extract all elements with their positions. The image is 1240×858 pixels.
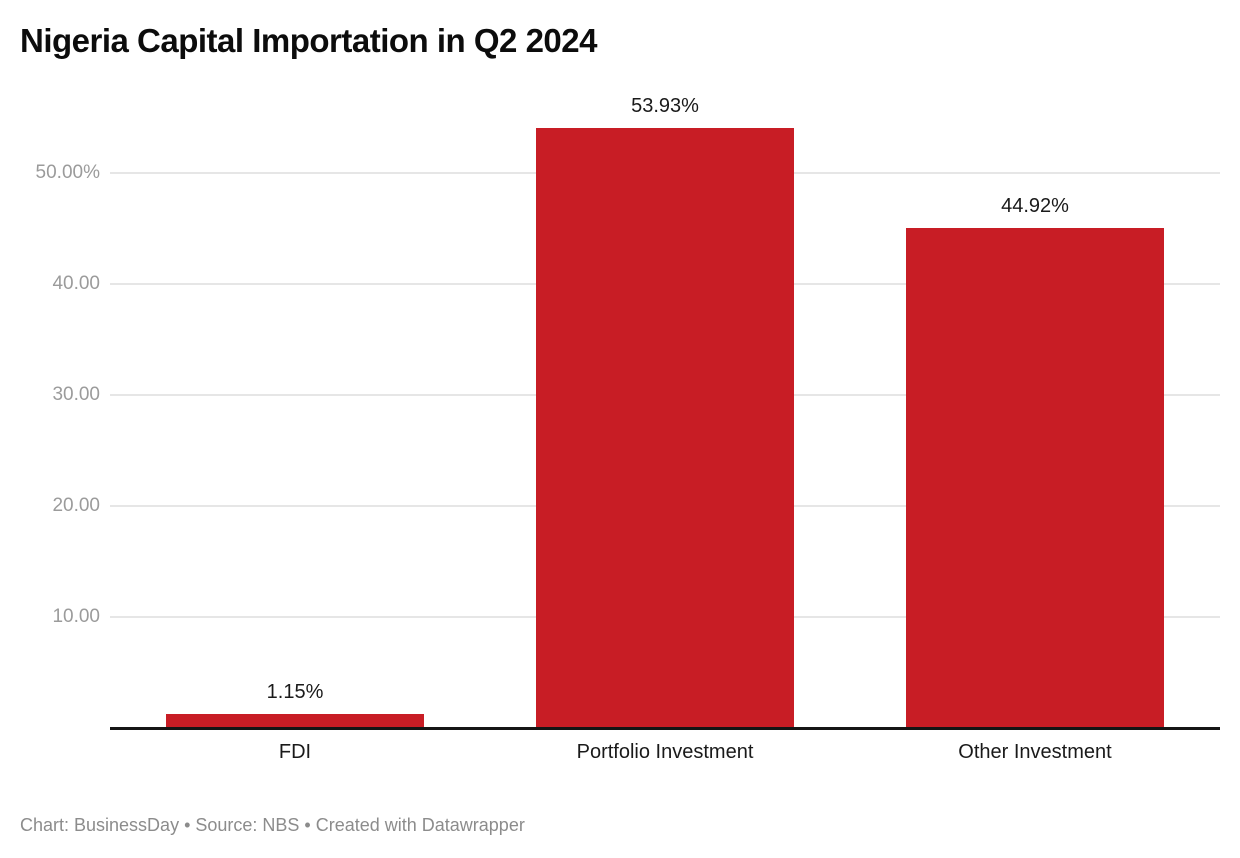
bar-value-label: 44.92% <box>1001 195 1069 218</box>
y-axis-tick-label: 40.00 <box>52 273 100 294</box>
y-axis-tick-label: 30.00 <box>52 384 100 405</box>
y-axis-tick-label: 20.00 <box>52 495 100 516</box>
y-axis-tick-label: 50.00% <box>35 162 100 183</box>
x-axis-category-label: Other Investment <box>958 741 1112 763</box>
x-axis-baseline <box>110 727 1220 730</box>
bar <box>536 128 794 727</box>
bar <box>166 714 424 727</box>
x-axis-category-label: Portfolio Investment <box>576 741 754 763</box>
chart-footer: Chart: BusinessDay • Source: NBS • Creat… <box>20 815 525 835</box>
x-axis-category-label: FDI <box>278 741 312 763</box>
bar-value-label: 53.93% <box>631 95 699 118</box>
bar-value-label: 1.15% <box>266 681 324 704</box>
page-title: Nigeria Capital Importation in Q2 2024 <box>20 22 597 59</box>
y-axis-tick-label: 10.00 <box>52 606 100 627</box>
bar <box>906 228 1164 727</box>
